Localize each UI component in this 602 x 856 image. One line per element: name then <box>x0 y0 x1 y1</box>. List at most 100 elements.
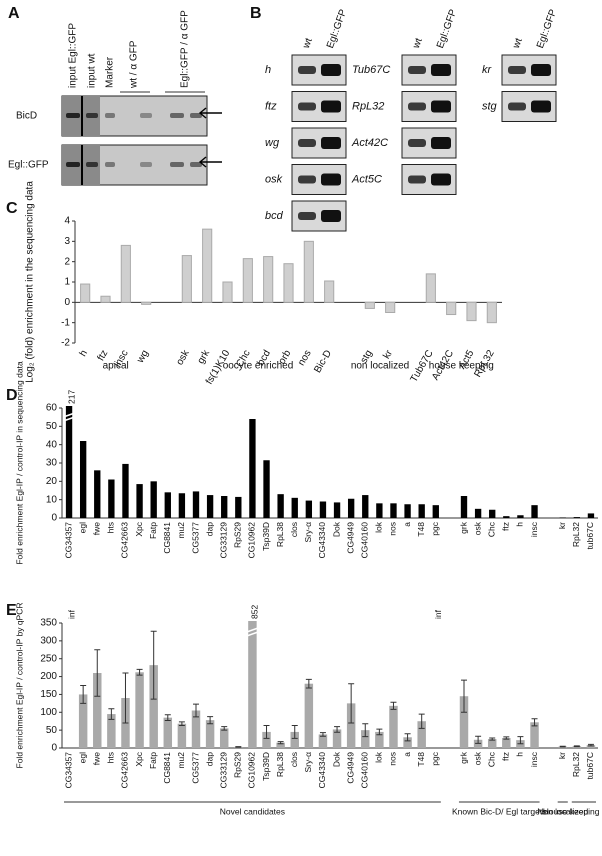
bar <box>100 295 111 303</box>
y-axis-label: Fold enrichment Egl-IP / control-IP by q… <box>14 603 24 769</box>
blot-band <box>190 113 202 118</box>
bar <box>318 734 328 748</box>
group-label: house keeping <box>429 361 494 372</box>
panel-label: E <box>6 602 17 619</box>
gene-label: RpL32 <box>352 100 384 112</box>
bar <box>222 281 233 303</box>
bar <box>181 255 192 303</box>
error-bar <box>207 716 214 725</box>
column-label: Egl::GFP <box>435 8 459 50</box>
error-bar <box>305 678 312 689</box>
bar <box>206 495 214 518</box>
x-tick-label: dap <box>204 752 214 766</box>
arrow <box>198 107 222 119</box>
column-label: wt <box>301 37 315 51</box>
group-label: oocyte enriched <box>223 361 294 372</box>
bar <box>502 738 511 748</box>
bar <box>486 301 497 324</box>
bar <box>120 244 131 303</box>
error-bar <box>108 708 115 720</box>
error-bar <box>517 736 524 745</box>
y-tick-label: 60 <box>46 403 58 414</box>
error-bar <box>277 741 284 745</box>
plot-area <box>65 406 595 519</box>
x-tick-label: CG10962 <box>247 522 257 559</box>
x-tick-label: ftz <box>501 522 511 531</box>
error-bar <box>193 703 199 718</box>
bar <box>164 492 171 518</box>
bar <box>503 516 510 518</box>
bar <box>263 460 270 518</box>
blot-band <box>140 162 152 167</box>
x-tick-label: clos <box>289 522 299 537</box>
bar <box>93 673 102 748</box>
x-tick-label: RpS29 <box>233 522 243 548</box>
bar <box>364 301 375 309</box>
x-tick-label: CG8841 <box>162 752 172 784</box>
gel-band <box>431 100 451 113</box>
bar <box>141 301 152 305</box>
error-bar <box>503 736 510 740</box>
gel-band <box>531 100 551 113</box>
y-tick-label: 200 <box>40 671 57 682</box>
group-label: non localized <box>351 361 409 372</box>
y-tick-label: 0 <box>51 743 57 754</box>
bar <box>466 301 477 322</box>
gel-band <box>321 173 341 186</box>
gel-band <box>321 64 341 76</box>
x-tick-label: T48 <box>416 522 426 537</box>
bar <box>460 496 468 518</box>
bar <box>135 672 144 748</box>
bar <box>375 731 384 748</box>
error-bar <box>80 685 87 704</box>
error-bar <box>319 732 326 737</box>
x-tick-label: osk <box>472 521 482 535</box>
row-label: Egl::GFP <box>8 160 49 171</box>
x-tick-label: CG4949 <box>345 522 355 554</box>
x-tick-label: RpS29 <box>233 752 243 778</box>
x-tick-label: CG43340 <box>317 752 327 789</box>
group-label: Known Bic-D/ Egl targets <box>452 806 546 816</box>
bar <box>332 729 342 748</box>
x-tick-label: osk <box>174 347 192 367</box>
plot-area <box>80 228 497 324</box>
bar <box>248 621 257 748</box>
gel-band <box>408 102 426 111</box>
bar <box>531 505 538 518</box>
y-tick-label: 4 <box>64 216 70 227</box>
blot-band <box>190 162 202 167</box>
row-label: BicD <box>16 111 37 122</box>
gene-label: kr <box>482 64 493 76</box>
bar <box>178 493 186 518</box>
x-tick-label: kr <box>557 752 567 759</box>
error-bar <box>235 746 242 748</box>
bar <box>425 273 436 303</box>
x-tick-label: CG42663 <box>120 522 130 559</box>
y-tick-label: 20 <box>46 476 58 487</box>
x-tick-label: grk <box>196 347 213 365</box>
bar <box>291 497 298 518</box>
bar <box>122 463 129 518</box>
bar <box>489 509 496 518</box>
bar <box>235 496 242 518</box>
x-tick-label: CG43340 <box>317 522 327 559</box>
column-label: Egl::GFP <box>535 8 559 50</box>
bar <box>163 717 173 748</box>
group-label: House keeping genes <box>543 806 602 816</box>
x-tick-label: Fatp <box>148 752 158 769</box>
bar <box>202 228 213 303</box>
bar <box>362 495 369 518</box>
error-bar <box>362 723 369 738</box>
bar <box>283 263 294 303</box>
bar <box>305 500 313 518</box>
error-bar <box>587 743 594 747</box>
bar <box>446 301 457 316</box>
y-tick-label: 350 <box>40 618 57 629</box>
x-tick-label: nos <box>388 752 398 766</box>
x-tick-label: Dok <box>331 751 341 767</box>
bar <box>517 515 524 518</box>
blot-band <box>105 162 115 167</box>
blot-band <box>66 113 80 118</box>
bar <box>303 240 314 303</box>
x-tick-label: h <box>78 348 90 358</box>
